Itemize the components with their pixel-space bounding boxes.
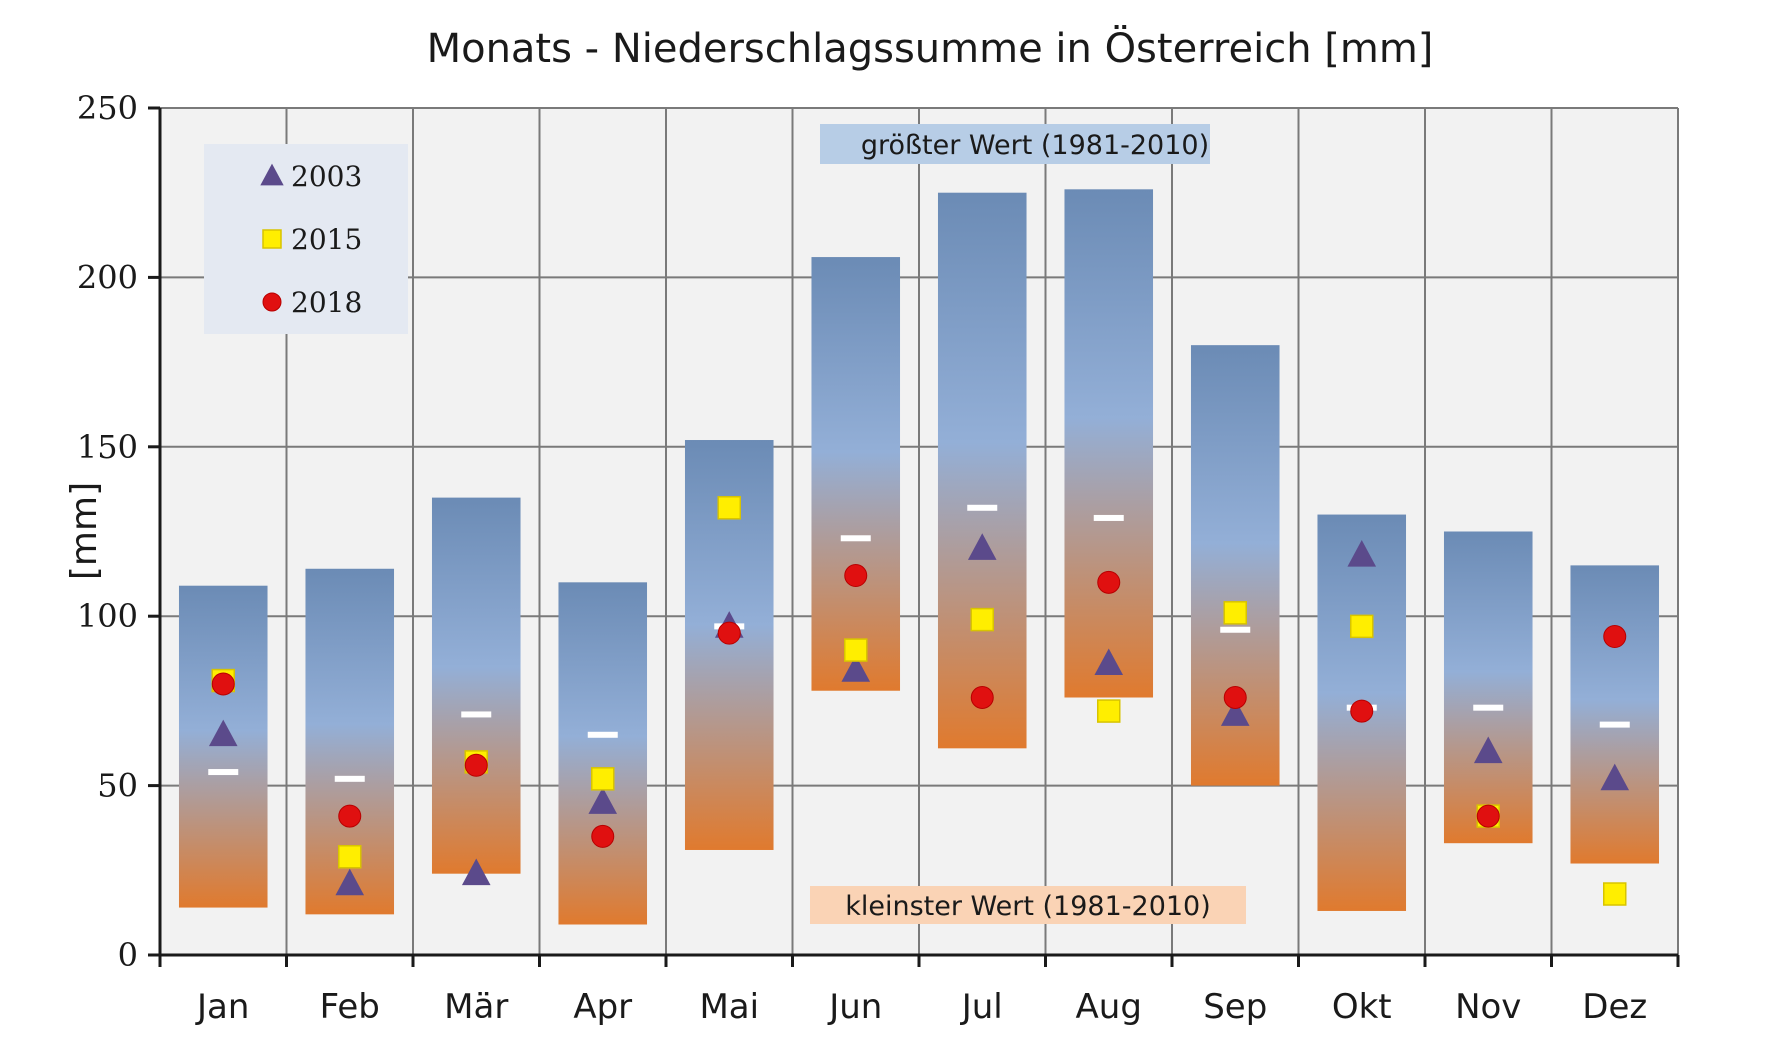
point-square [1097, 699, 1121, 723]
mean-marker [1599, 721, 1630, 728]
range-bar [1570, 565, 1660, 864]
x-tick-label: Okt [1332, 987, 1392, 1027]
point-square [1350, 614, 1374, 639]
point-circle [338, 804, 362, 828]
point-circle [211, 672, 235, 696]
point-triangle [1473, 736, 1503, 764]
legend-marker-circle [262, 292, 282, 312]
mean-marker [967, 504, 998, 511]
max-note: größter Wert (1981-2010) [820, 124, 1210, 164]
mean-marker [1093, 514, 1124, 521]
point-square [338, 844, 362, 869]
point-triangle [461, 858, 491, 886]
point-triangle [208, 719, 238, 747]
point-square [970, 607, 994, 632]
x-tick-label: Dez [1582, 987, 1647, 1027]
y-tick-label: 200 [77, 258, 138, 296]
point-circle [1603, 625, 1627, 649]
point-circle [1476, 804, 1500, 828]
x-tick-label: Aug [1076, 987, 1142, 1027]
y-tick-label: 100 [77, 597, 138, 635]
mean-marker [1473, 704, 1504, 711]
point-circle [717, 621, 741, 645]
point-circle [591, 824, 615, 848]
x-tick-label: Apr [573, 987, 632, 1027]
point-triangle [1347, 540, 1377, 567]
axes [148, 106, 1680, 967]
range-bar [937, 192, 1027, 749]
x-tick-label: Mai [699, 987, 759, 1027]
point-triangle [967, 533, 997, 560]
range-bar [178, 585, 268, 908]
legend-marker-triangle [260, 163, 284, 186]
legend: 2003 2015 2018 [204, 144, 408, 334]
point-square [1223, 601, 1247, 625]
range-bar [558, 582, 648, 925]
tick-labels: 0 50 100 150 200 250 Jan Feb Mär Apr Mai Jun Jul Aug S… [77, 89, 1647, 1027]
mean-marker [334, 775, 365, 782]
x-tick-label: Jun [827, 987, 882, 1027]
point-circle [464, 753, 488, 777]
point-triangle [1600, 763, 1630, 791]
mean-marker [208, 769, 239, 776]
mean-marker [840, 535, 871, 542]
point-triangle [841, 655, 871, 682]
legend-label: 2003 [291, 160, 362, 193]
y-tick-label: 250 [77, 89, 138, 127]
range-bar [431, 497, 521, 874]
x-tick-label: Feb [320, 987, 380, 1027]
point-circle [1223, 686, 1247, 710]
x-tick-label: Mär [444, 987, 508, 1027]
point-circle [1350, 699, 1374, 723]
x-tick-label: Nov [1455, 987, 1521, 1027]
point-triangle [1220, 699, 1250, 726]
y-tick-label: 150 [77, 428, 138, 466]
legend-label: 2015 [291, 223, 362, 256]
x-tick-label: Jan [195, 987, 249, 1027]
min-note-label: kleinster Wert (1981-2010) [845, 891, 1211, 922]
mean-marker [461, 711, 492, 718]
legend-marker-square [262, 229, 282, 249]
point-square [1603, 882, 1627, 906]
range-bar [1443, 531, 1533, 844]
point-square [844, 638, 868, 662]
point-square [717, 496, 741, 520]
min-note: kleinster Wert (1981-2010) [810, 886, 1246, 924]
data-points [208, 496, 1630, 906]
x-tick-label: Sep [1203, 987, 1267, 1027]
legend-label: 2018 [291, 286, 362, 319]
point-circle [1097, 570, 1121, 594]
mean-marker [1220, 626, 1251, 633]
range-bar [811, 257, 901, 691]
max-note-label: größter Wert (1981-2010) [861, 130, 1209, 161]
point-circle [970, 686, 994, 710]
point-triangle [588, 787, 618, 814]
legend-box [204, 144, 408, 334]
mean-marker [587, 731, 618, 738]
point-triangle [335, 868, 365, 896]
x-tick-label: Jul [960, 987, 1003, 1027]
chart-title: Monats - Niederschlagssumme in Österreic… [427, 24, 1434, 72]
y-tick-label: 0 [118, 936, 138, 974]
point-square [591, 767, 615, 791]
y-tick-label: 50 [97, 767, 138, 805]
range-bar [1064, 189, 1154, 698]
y-axis-label: [mm] [64, 482, 105, 580]
point-triangle [1094, 648, 1124, 676]
point-circle [844, 564, 868, 588]
